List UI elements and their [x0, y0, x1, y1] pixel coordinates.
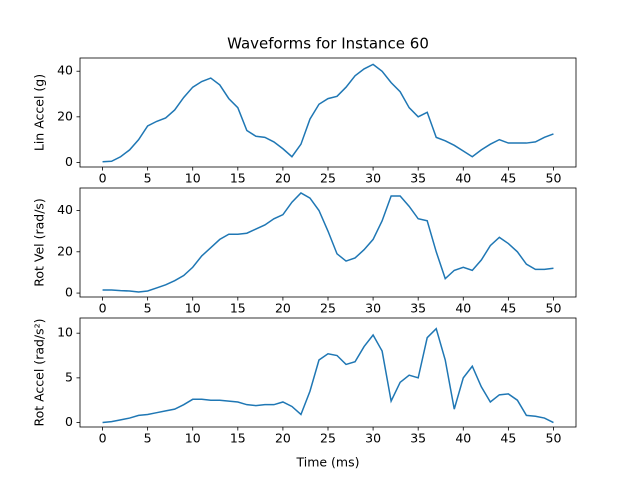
- x-tick-label: 10: [185, 431, 201, 446]
- x-tick-label: 50: [546, 171, 562, 186]
- y-axis-label: Rot Accel (rad/s²): [32, 318, 47, 426]
- x-tick-label: 5: [144, 301, 152, 316]
- axes-frame: [79, 57, 577, 168]
- x-tick-label: 40: [455, 171, 471, 186]
- x-axis-label: Time (ms): [295, 455, 359, 470]
- x-tick-label: 25: [320, 431, 336, 446]
- x-tick-label: 45: [500, 171, 516, 186]
- y-tick-label: 40: [57, 63, 73, 78]
- y-tick-label: 0: [65, 414, 73, 429]
- data-line: [102, 63, 554, 163]
- x-tick-label: 0: [99, 431, 107, 446]
- x-tick-label: 0: [99, 171, 107, 186]
- y-tick-label: 20: [57, 243, 73, 258]
- x-tick-label: 20: [275, 301, 291, 316]
- x-tick-label: 50: [546, 431, 562, 446]
- x-tick-label: 20: [275, 171, 291, 186]
- y-tick-label: 0: [65, 285, 73, 300]
- x-tick-label: 30: [365, 301, 381, 316]
- x-tick-label: 0: [99, 301, 107, 316]
- y-tick-label: 10: [57, 325, 73, 340]
- x-tick-label: 40: [455, 301, 471, 316]
- axes-frame: [79, 187, 577, 298]
- x-tick-label: 30: [365, 171, 381, 186]
- x-tick-label: 10: [185, 171, 201, 186]
- x-tick-label: 40: [455, 431, 471, 446]
- x-tick-label: 50: [546, 301, 562, 316]
- y-tick-label: 20: [57, 108, 73, 123]
- x-tick-label: 45: [500, 431, 516, 446]
- x-tick-label: 35: [410, 431, 426, 446]
- x-tick-label: 15: [230, 301, 246, 316]
- data-line: [102, 327, 554, 424]
- x-tick-label: 45: [500, 301, 516, 316]
- x-tick-label: 15: [230, 431, 246, 446]
- data-line: [102, 192, 554, 293]
- axes-frame: [79, 317, 577, 428]
- y-axis-label: Lin Accel (g): [32, 74, 47, 151]
- x-tick-label: 35: [410, 171, 426, 186]
- x-tick-label: 25: [320, 301, 336, 316]
- x-tick-label: 15: [230, 171, 246, 186]
- x-tick-label: 30: [365, 431, 381, 446]
- x-tick-label: 10: [185, 301, 201, 316]
- x-tick-label: 25: [320, 171, 336, 186]
- x-tick-label: 5: [144, 431, 152, 446]
- chart-title: Waveforms for Instance 60: [227, 35, 429, 53]
- y-tick-label: 40: [57, 202, 73, 217]
- y-tick-label: 5: [65, 369, 73, 384]
- x-tick-label: 20: [275, 431, 291, 446]
- x-tick-label: 35: [410, 301, 426, 316]
- x-tick-label: 5: [144, 171, 152, 186]
- y-axis-label: Rot Vel (rad/s): [32, 198, 47, 287]
- y-tick-label: 0: [65, 154, 73, 169]
